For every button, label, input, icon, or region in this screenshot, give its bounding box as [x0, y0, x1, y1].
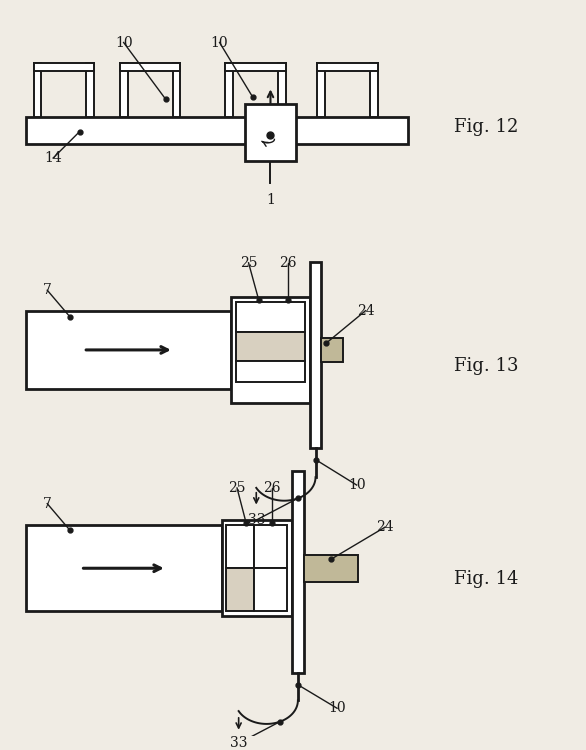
Bar	[236, 332, 305, 362]
Bar	[226, 525, 254, 568]
Text: 7: 7	[43, 284, 52, 297]
Bar	[236, 362, 305, 382]
Bar	[309, 262, 321, 448]
Bar	[254, 525, 287, 568]
Bar	[33, 63, 94, 71]
Text: 7: 7	[43, 496, 52, 511]
Bar	[26, 117, 407, 144]
Text: 33: 33	[248, 513, 265, 527]
Text: 10: 10	[115, 35, 132, 50]
Bar	[120, 63, 128, 117]
Bar	[26, 310, 231, 389]
Text: 25: 25	[240, 256, 257, 270]
Bar	[231, 297, 309, 403]
Bar	[278, 63, 286, 117]
Bar	[304, 554, 357, 582]
Text: 33: 33	[230, 736, 247, 750]
Text: 14: 14	[45, 151, 62, 165]
Bar	[173, 63, 180, 117]
Bar	[254, 568, 287, 611]
Bar	[86, 63, 94, 117]
Bar	[318, 63, 378, 71]
Bar	[245, 104, 296, 161]
Bar	[236, 302, 305, 332]
Text: Fig. 14: Fig. 14	[454, 570, 518, 588]
Bar	[226, 568, 254, 611]
Text: 10: 10	[211, 35, 229, 50]
Bar	[120, 63, 180, 71]
Text: 26: 26	[264, 481, 281, 495]
Text: 1: 1	[266, 194, 275, 207]
Bar	[370, 63, 378, 117]
Bar	[222, 520, 292, 616]
Text: 25: 25	[229, 481, 246, 495]
Text: 24: 24	[376, 520, 394, 534]
Bar	[26, 525, 222, 611]
Text: 24: 24	[357, 304, 374, 318]
Bar	[33, 63, 42, 117]
Bar	[292, 471, 304, 673]
Bar	[318, 63, 325, 117]
Text: Fig. 13: Fig. 13	[454, 356, 518, 374]
Bar	[226, 63, 233, 117]
Text: 26: 26	[279, 256, 297, 270]
Text: Fig. 12: Fig. 12	[454, 118, 518, 136]
Bar	[321, 338, 343, 362]
Bar	[226, 63, 286, 71]
Text: 10: 10	[328, 701, 346, 715]
Text: 10: 10	[348, 478, 366, 492]
